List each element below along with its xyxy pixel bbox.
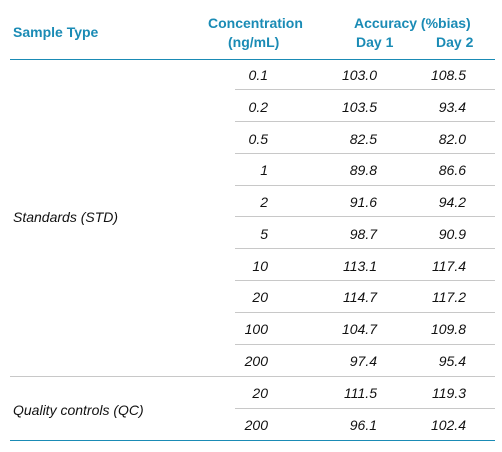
- table-cell-day1: 82.5: [349, 131, 377, 147]
- table-cell-day2: 90.9: [438, 226, 466, 242]
- table-cell-day1: 91.6: [349, 194, 377, 210]
- row-separator: [235, 408, 495, 409]
- table-cell-day2: 94.2: [438, 194, 466, 210]
- column-header-concentration: Concentration: [208, 15, 303, 31]
- row-separator: [235, 185, 495, 186]
- column-header-sample-type: Sample Type: [13, 24, 99, 40]
- row-separator: [235, 121, 495, 122]
- table-cell-day1: 114.7: [343, 289, 377, 305]
- row-separator: [235, 153, 495, 154]
- table-cell-day2: 86.6: [438, 162, 466, 178]
- table-cell-concentration: 2: [260, 194, 268, 210]
- table-cell-day1: 103.5: [341, 99, 377, 115]
- row-separator: [235, 89, 495, 90]
- table-cell-day2: 93.4: [438, 99, 466, 115]
- group-label-standards: Standards (STD): [13, 209, 119, 225]
- column-header-day2: Day 2: [436, 34, 474, 50]
- table-top-rule: [10, 59, 495, 60]
- table-cell-day2: 117.2: [432, 289, 466, 305]
- table-cell-day1: 104.7: [341, 321, 377, 337]
- column-header-accuracy: Accuracy (%bias): [354, 15, 471, 31]
- table-cell-day2: 108.5: [430, 67, 466, 83]
- table-cell-concentration: 0.2: [248, 99, 268, 115]
- table-cell-day2: 95.4: [438, 353, 466, 369]
- table-cell-concentration: 100: [244, 321, 268, 337]
- table-cell-day1: 98.7: [349, 226, 377, 242]
- table-cell-day1: 113.1: [343, 258, 377, 274]
- table-cell-day1: 97.4: [349, 353, 377, 369]
- row-separator: [235, 280, 495, 281]
- group-separator: [10, 376, 495, 377]
- table-cell-concentration: 5: [260, 226, 268, 242]
- table-cell-concentration: 200: [244, 353, 268, 369]
- row-separator: [235, 248, 495, 249]
- table-cell-day2: 119.3: [432, 385, 466, 401]
- table-cell-day2: 109.8: [430, 321, 466, 337]
- table-cell-concentration: 1: [260, 162, 268, 178]
- table-cell-day2: 102.4: [430, 417, 466, 433]
- table-cell-concentration: 0.5: [248, 131, 268, 147]
- table-cell-concentration: 0.1: [248, 67, 268, 83]
- table-cell-day1: 96.1: [349, 417, 377, 433]
- table-cell-day1: 111.5: [344, 385, 377, 401]
- table-cell-concentration: 200: [244, 417, 268, 433]
- table-bottom-rule: [10, 440, 495, 441]
- table-cell-concentration: 20: [252, 289, 268, 305]
- row-separator: [235, 344, 495, 345]
- group-label-quality-controls: Quality controls (QC): [13, 402, 144, 418]
- column-header-concentration-unit: (ng/mL): [228, 34, 280, 50]
- column-header-day1: Day 1: [356, 34, 394, 50]
- row-separator: [235, 312, 495, 313]
- table-cell-day1: 103.0: [341, 67, 377, 83]
- table-cell-day2: 82.0: [438, 131, 466, 147]
- table-cell-concentration: 10: [252, 258, 268, 274]
- table-cell-day2: 117.4: [432, 258, 466, 274]
- row-separator: [235, 216, 495, 217]
- table-cell-concentration: 20: [252, 385, 268, 401]
- table-cell-day1: 89.8: [349, 162, 377, 178]
